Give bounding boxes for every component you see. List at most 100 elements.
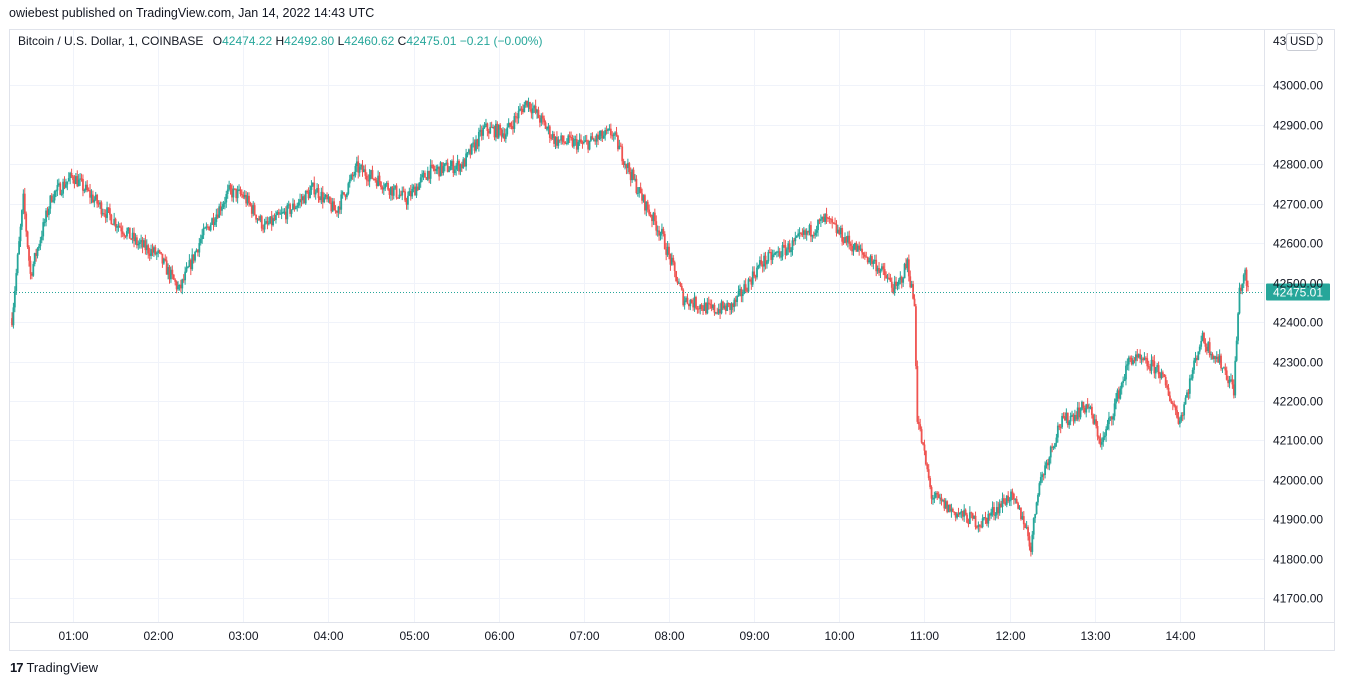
candle-body	[1116, 390, 1119, 399]
candle-body	[1190, 378, 1193, 380]
candle-body	[273, 218, 276, 220]
candle-body	[1001, 498, 1004, 507]
candle-body	[1003, 498, 1005, 503]
candle-body	[1064, 416, 1066, 421]
y-tick-label: 42600.00	[1273, 237, 1323, 251]
candle-body	[719, 309, 722, 314]
y-tick-label: 42400.00	[1273, 316, 1323, 330]
candle-body	[693, 297, 696, 308]
candle-body	[1127, 357, 1130, 365]
candle-body	[304, 190, 307, 204]
candle-body	[716, 312, 719, 314]
candle-body	[1166, 385, 1169, 388]
candle-body	[1058, 425, 1061, 427]
x-tick-label: 02:00	[143, 629, 173, 643]
candle-body	[682, 289, 685, 306]
candle-body	[602, 135, 605, 139]
candle-body	[82, 179, 84, 191]
x-tick-label: 11:00	[910, 629, 939, 643]
candle-body	[1032, 518, 1035, 535]
candle-body	[1085, 404, 1088, 413]
candle-body	[942, 499, 944, 501]
candle-body	[915, 306, 917, 367]
candle-body	[836, 229, 839, 233]
chart-frame	[9, 29, 1335, 651]
candle-body	[624, 163, 626, 165]
candle-body	[192, 254, 195, 261]
candle-body	[1167, 387, 1170, 396]
candle-body	[267, 223, 270, 225]
candle-body	[53, 191, 56, 201]
candle-body	[737, 290, 740, 296]
candle-body	[408, 191, 411, 196]
candle-body	[128, 227, 131, 239]
candle-body	[121, 231, 124, 234]
candle-body	[1144, 357, 1147, 359]
candle-body	[988, 513, 991, 516]
candle-body	[87, 190, 90, 192]
candle-body	[83, 190, 86, 192]
candle-body	[680, 285, 683, 290]
candle-body	[155, 252, 158, 255]
y-tick-label: 42100.00	[1273, 434, 1323, 448]
candle-body	[1021, 516, 1024, 520]
currency-button[interactable]: USD	[1286, 33, 1319, 51]
publisher-line: owiebest published on TradingView.com, J…	[9, 6, 375, 20]
candle-body	[784, 245, 787, 255]
candle-body	[644, 195, 646, 211]
candle-body	[215, 214, 218, 222]
candle-body	[573, 139, 575, 147]
candle-body	[16, 254, 19, 274]
candle-body	[96, 194, 99, 204]
candle-body	[926, 464, 929, 470]
candle-body	[297, 202, 300, 206]
candle-body	[754, 276, 757, 278]
candle-body	[182, 279, 185, 281]
candle-body	[175, 281, 178, 290]
candle-body	[205, 226, 208, 228]
candle-body	[636, 192, 639, 194]
candle-body	[1125, 365, 1127, 380]
candle-body	[343, 192, 345, 195]
candle-body	[582, 141, 585, 144]
open-label: O	[212, 34, 223, 48]
candle-body	[1170, 401, 1173, 404]
tradingview-logo[interactable]: 17 TradingView	[10, 660, 98, 675]
candle-body	[1137, 354, 1140, 358]
candle-body	[906, 259, 909, 269]
candle-body	[1140, 358, 1143, 360]
candle-body	[35, 253, 38, 256]
candle-body	[389, 186, 392, 195]
candle-body	[1237, 313, 1239, 341]
candle-body	[800, 232, 802, 234]
candle-body	[866, 256, 869, 263]
candle-body	[771, 254, 774, 260]
candle-body	[214, 221, 216, 225]
candle-body	[1100, 442, 1103, 445]
candle-body	[168, 267, 171, 280]
candle-body	[513, 116, 516, 129]
candle-body	[1052, 447, 1055, 449]
candle-body	[1112, 416, 1115, 420]
candle-body	[360, 164, 362, 167]
candle-body	[109, 208, 111, 215]
candle-body	[554, 136, 557, 144]
candle-body	[1098, 436, 1100, 439]
candle-body	[977, 524, 980, 528]
candle-body	[1034, 514, 1037, 519]
candle-body	[487, 130, 490, 134]
candle-body	[797, 233, 800, 236]
candle-body	[592, 139, 595, 141]
candle-body	[106, 207, 108, 218]
y-tick-label: 41900.00	[1273, 513, 1323, 527]
candle-body	[959, 512, 961, 515]
candle-body	[206, 226, 209, 228]
candle-body	[246, 195, 249, 204]
candle-body	[538, 118, 541, 123]
candle-body	[523, 104, 526, 113]
candle-body	[1191, 369, 1194, 379]
candle-body	[174, 279, 177, 282]
candle-body	[817, 219, 819, 231]
candle-body	[1000, 503, 1002, 507]
